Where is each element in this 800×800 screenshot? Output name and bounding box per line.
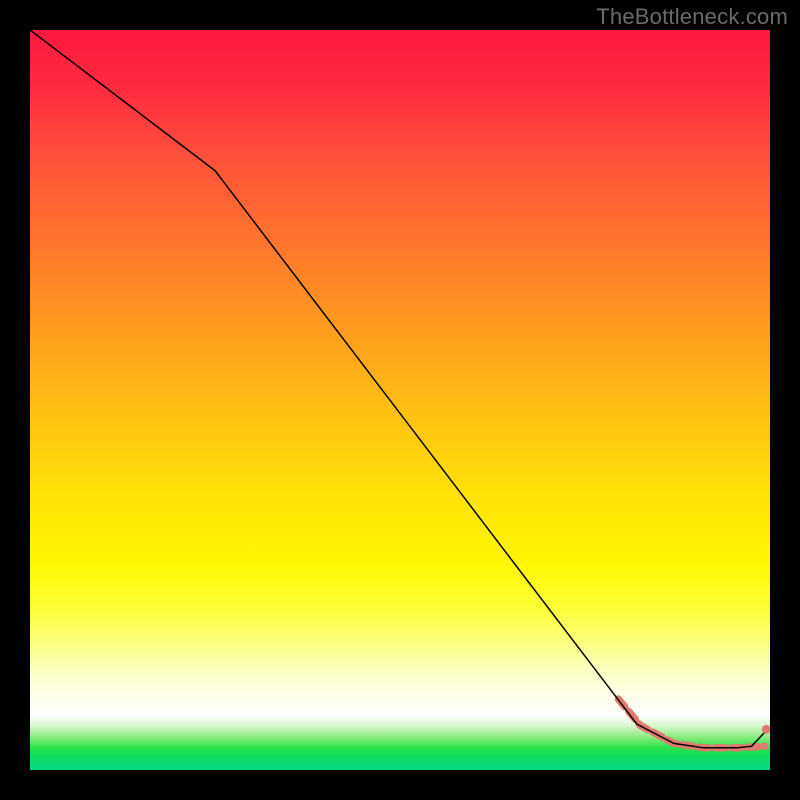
chart-layer <box>30 30 770 770</box>
valley-overlay-dashed <box>618 699 765 748</box>
bottleneck-curve <box>30 30 770 748</box>
plot-area <box>30 30 770 770</box>
watermark-text: TheBottleneck.com <box>596 4 788 30</box>
canvas: TheBottleneck.com <box>0 0 800 800</box>
end-marker-dot <box>762 725 770 734</box>
